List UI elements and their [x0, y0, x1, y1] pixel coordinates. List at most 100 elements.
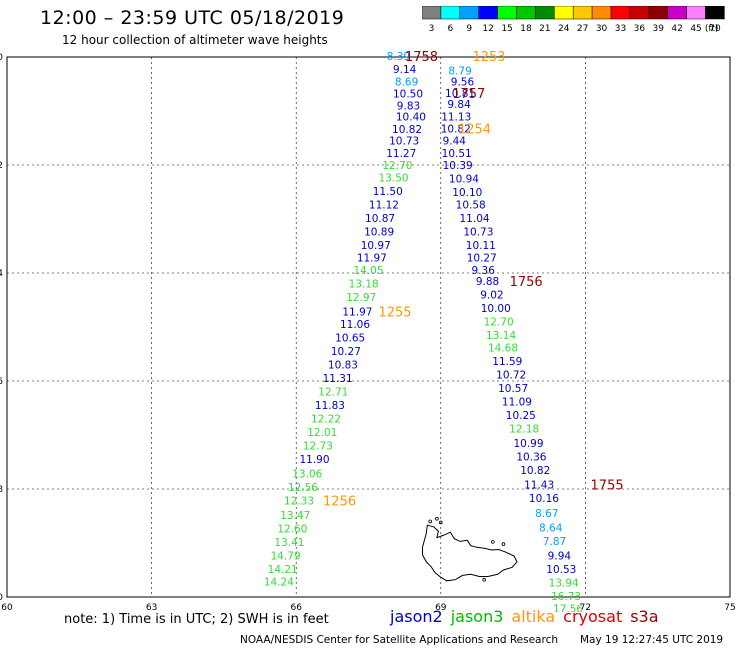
wave-height-label: 12.60 — [277, 523, 307, 535]
colorbar: 3 6 9 12 15 18 21 24 27 30 33 36 39 42 45 70(ft) — [422, 6, 725, 34]
wave-height-label: 14.05 — [353, 265, 383, 277]
wave-height-label: 8.79 — [448, 66, 471, 78]
wave-height-label: 10.50 — [393, 89, 423, 101]
wave-height-label: 14.24 — [264, 576, 294, 588]
wave-height-label: 10.97 — [361, 240, 391, 252]
wave-height-label: 10.57 — [498, 383, 528, 395]
wave-height-label: 10.11 — [466, 240, 496, 252]
wave-height-label: 10.82 — [441, 123, 471, 135]
wave-height-label: 12.01 — [307, 427, 337, 439]
wave-height-label: 9.56 — [451, 76, 475, 88]
small-islet — [438, 520, 443, 525]
wave-height-label: 12.73 — [303, 440, 333, 452]
wave-height-label: 12.70 — [484, 317, 514, 329]
track-jason3: 8.799.5610.819.8411.1310.829.4410.5110.3… — [441, 66, 584, 613]
colorbar-level-label: 36 — [634, 24, 646, 34]
credit-text: NOAA/NESDIS Center for Satellite Applica… — [240, 634, 558, 646]
wave-height-label: 10.94 — [449, 174, 479, 186]
wave-height-label: 11.13 — [441, 111, 471, 123]
pass-time-label: 1758 — [405, 50, 438, 65]
latitude-tick-label: -48 — [0, 485, 3, 495]
wave-height-label: 13.18 — [349, 278, 379, 290]
wave-height-label: 13.94 — [549, 577, 579, 589]
longitude-tick-label: 63 — [146, 603, 157, 612]
legend-item-jason3: jason3 — [450, 607, 504, 626]
longitude-tick-label: 69 — [435, 603, 447, 612]
footer-note: note: 1) Time is in UTC; 2) SWH is in fe… — [64, 612, 329, 627]
colorbar-level-label: 30 — [596, 24, 608, 34]
pass-time-label: 1755 — [591, 479, 624, 494]
longitude-tick-label: 60 — [1, 603, 13, 612]
wave-height-label: 7.87 — [543, 536, 566, 548]
wave-height-label: 11.97 — [357, 252, 387, 264]
wave-height-label: 9.14 — [393, 64, 417, 76]
wave-height-label: 9.44 — [443, 136, 467, 148]
legend-item-cryosat: cryosat — [563, 607, 623, 626]
latitude-tick-label: -44 — [0, 269, 3, 279]
colorbar-level-label: 33 — [615, 24, 626, 34]
wave-height-label: 9.83 — [397, 101, 420, 113]
wave-height-label: 10.83 — [328, 359, 358, 371]
wave-height-label: 10.51 — [442, 148, 472, 160]
wave-height-label: 9.84 — [447, 99, 471, 111]
colorbar-unit-label: (ft) — [705, 24, 719, 34]
wave-height-label: 10.99 — [513, 438, 543, 450]
colorbar-level-label: 42 — [671, 24, 682, 34]
wave-height-label: 8.39 — [387, 51, 410, 63]
small-islet — [501, 542, 506, 546]
wave-height-label: 10.10 — [452, 187, 482, 199]
legend-item-s3a: s3a — [630, 607, 659, 626]
wave-height-label: 9.36 — [472, 265, 496, 277]
latitude-tick-label: -50 — [0, 593, 3, 603]
colorbar-level-label: 12 — [482, 24, 493, 34]
pass-time-label: 1756 — [510, 275, 543, 290]
colorbar-level-label: 39 — [653, 24, 665, 34]
legend-item-jason2: jason2 — [390, 607, 443, 626]
wave-height-label: 11.09 — [502, 397, 532, 409]
wave-height-label: 8.67 — [535, 508, 558, 520]
colorbar-level-label: 9 — [466, 24, 472, 34]
map-frame — [6, 56, 731, 598]
wave-height-label: 10.82 — [392, 124, 422, 136]
map-title: 12:00 – 23:59 UTC 05/18/2019 — [40, 7, 345, 29]
wave-height-label: 9.88 — [476, 276, 499, 288]
colorbar-level-label: 18 — [520, 24, 532, 34]
latitude-tick-label: -40 — [0, 53, 3, 63]
wave-height-label: 13.14 — [486, 330, 516, 342]
longitude-tick-label: 66 — [290, 603, 302, 612]
wave-height-label: 10.16 — [529, 493, 559, 505]
wave-height-label: 10.39 — [443, 160, 473, 172]
wave-height-label: 10.82 — [520, 465, 550, 477]
wave-height-label: 11.04 — [460, 213, 490, 225]
wave-height-label: 11.59 — [492, 356, 522, 368]
legend-item-altika: altika — [511, 607, 556, 626]
colorbar-level-label: 3 — [429, 24, 435, 34]
colorbar-level-label: 21 — [539, 24, 550, 34]
latitude-tick-label: -46 — [0, 377, 3, 387]
wave-height-label: 10.53 — [546, 564, 576, 576]
satellite-legend: jason2 jason3 altika cryosat s3a — [390, 607, 667, 626]
wave-height-label: 10.73 — [463, 226, 493, 238]
colorbar-level-label: 70 — [709, 24, 721, 34]
wave-height-label: 9.02 — [480, 290, 503, 302]
colorbar-swatch — [705, 6, 725, 20]
wave-height-label: 10.72 — [496, 370, 526, 382]
wave-height-label: 12.56 — [288, 482, 318, 494]
pass-time-label: 1255 — [378, 305, 411, 320]
wave-height-label: 11.12 — [369, 199, 399, 211]
wave-height-label: 10.36 — [516, 452, 546, 464]
wave-height-label: 11.50 — [373, 186, 403, 198]
track-jason2: 8.399.148.6910.509.8310.4010.8210.7311.2… — [264, 51, 426, 588]
wave-height-label: 9.94 — [548, 550, 572, 562]
wave-height-label: 10.58 — [456, 199, 486, 211]
wave-height-label: 8.69 — [395, 76, 418, 88]
wave-height-label: 10.27 — [467, 252, 497, 264]
colorbar-level-label: 27 — [577, 24, 588, 34]
wave-height-label: 16.73 — [551, 591, 581, 603]
wave-height-label: 12.33 — [284, 495, 314, 507]
wave-height-label: 13.06 — [292, 468, 322, 480]
small-islet — [428, 519, 432, 524]
wave-height-label: 10.27 — [331, 346, 361, 358]
wave-height-label: 8.64 — [539, 522, 563, 534]
timestamp-text: May 19 12:27:45 UTC 2019 — [580, 634, 724, 646]
